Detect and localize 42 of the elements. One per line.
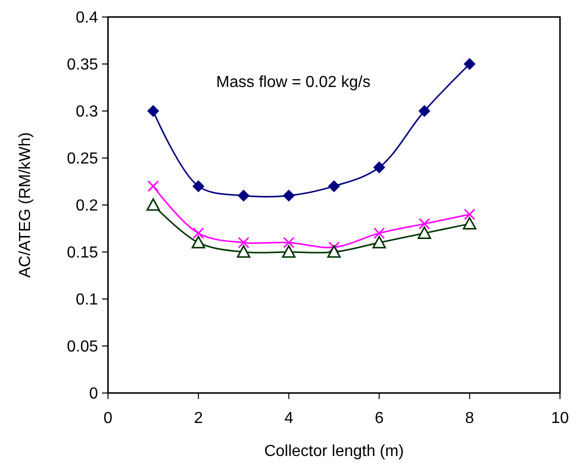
point <box>147 105 160 117</box>
x-tick-label: 10 <box>551 410 569 427</box>
point <box>282 190 295 202</box>
y-tick-label: 0.25 <box>66 150 98 168</box>
point <box>328 180 340 192</box>
point <box>418 218 430 230</box>
point <box>192 180 204 192</box>
point <box>192 236 206 248</box>
x-tick-label: 4 <box>284 410 294 427</box>
point <box>418 105 430 117</box>
point <box>372 236 386 248</box>
point <box>418 226 432 239</box>
x-axis-title: Collector length (m) <box>264 443 404 460</box>
point <box>328 242 340 254</box>
point <box>464 208 476 220</box>
y-tick-label: 0.1 <box>76 292 98 309</box>
y-tick-label: 0.35 <box>66 56 98 74</box>
y-tick-label: 0 <box>89 386 98 403</box>
point <box>238 190 250 202</box>
point <box>236 245 250 258</box>
point <box>373 161 386 174</box>
y-tick-label: 0.2 <box>76 198 98 215</box>
point <box>192 227 204 239</box>
y-tick-label: 0.05 <box>66 338 98 356</box>
x-tick-label: 6 <box>374 410 384 427</box>
point <box>282 245 296 258</box>
y-tick-label: 0.4 <box>76 10 98 27</box>
y-tick-label: 0.3 <box>76 104 98 121</box>
point <box>464 58 476 70</box>
point <box>462 217 476 230</box>
point <box>147 180 159 192</box>
point <box>327 245 341 258</box>
point <box>373 227 385 239</box>
x-tick-label: 2 <box>194 410 203 427</box>
x-tick-label: 8 <box>465 410 474 427</box>
x-tick-label: 0 <box>104 410 113 427</box>
y-tick-label: 0.15 <box>66 244 98 262</box>
point <box>238 236 250 248</box>
y-axis-title: AC/ATEG (RM/kWh) <box>17 132 34 278</box>
point <box>146 198 160 211</box>
point <box>283 236 295 248</box>
annotation: Mass flow = 0.02 kg/s <box>216 74 370 91</box>
